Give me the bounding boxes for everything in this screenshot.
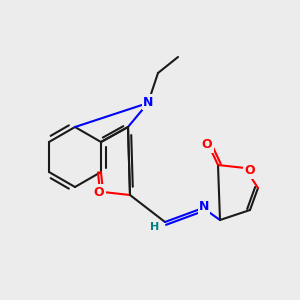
Text: H: H (150, 222, 160, 232)
Text: N: N (199, 200, 209, 214)
Text: O: O (202, 139, 212, 152)
Text: N: N (143, 95, 153, 109)
Text: O: O (245, 164, 255, 178)
Text: O: O (94, 185, 104, 199)
